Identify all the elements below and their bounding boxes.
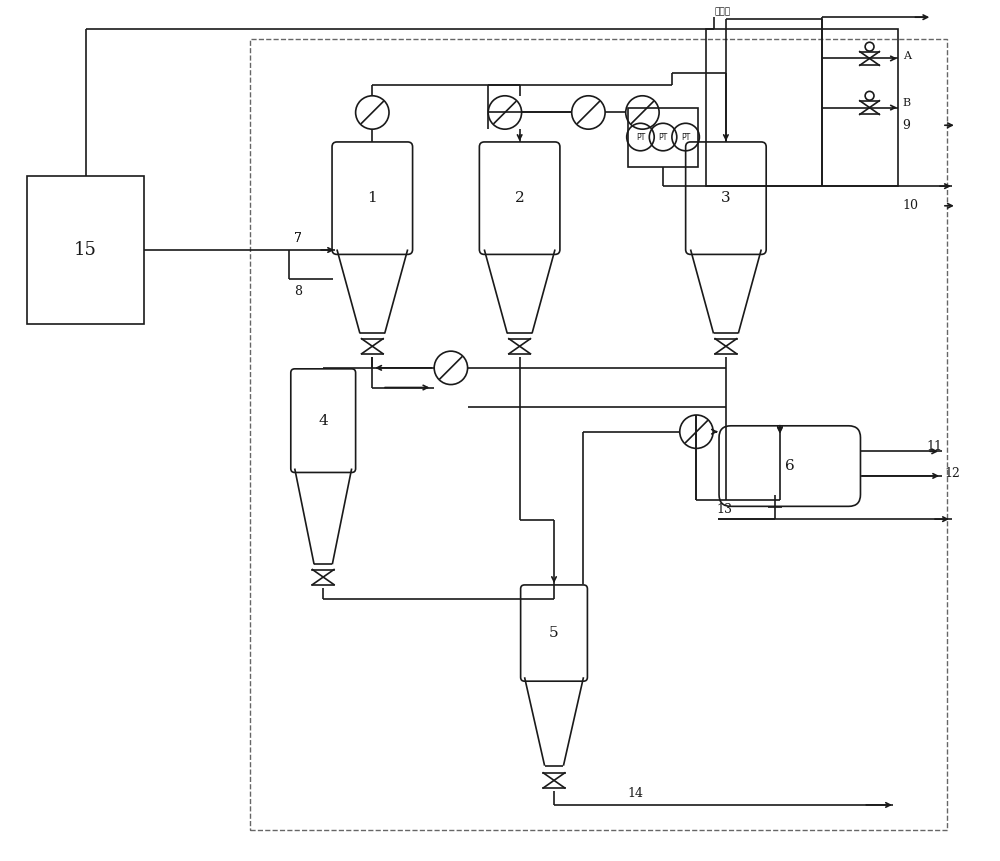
Text: 10: 10: [903, 199, 919, 213]
Text: 11: 11: [926, 440, 942, 453]
Text: 2: 2: [515, 191, 525, 205]
Text: 6: 6: [785, 459, 795, 473]
Text: 4: 4: [318, 413, 328, 428]
Text: 5: 5: [549, 626, 559, 640]
Text: PT: PT: [681, 133, 690, 141]
Text: 7: 7: [294, 232, 302, 245]
Text: 14: 14: [628, 787, 644, 800]
Text: PT: PT: [658, 133, 668, 141]
Bar: [628, 108, 698, 166]
Bar: [706, 29, 898, 186]
Text: 9: 9: [903, 119, 911, 132]
Text: 7: 7: [294, 232, 302, 245]
Text: A: A: [903, 52, 911, 61]
Text: 1: 1: [367, 191, 377, 205]
Text: 12: 12: [944, 468, 960, 480]
Text: 13: 13: [716, 503, 732, 516]
Text: 3: 3: [721, 191, 731, 205]
Text: 8: 8: [294, 285, 302, 298]
Text: B: B: [903, 97, 911, 108]
Bar: [27, 177, 144, 324]
Text: PT: PT: [636, 133, 645, 141]
Text: 氢源进: 氢源进: [714, 8, 730, 17]
Bar: [250, 39, 947, 829]
Text: 15: 15: [74, 241, 97, 259]
